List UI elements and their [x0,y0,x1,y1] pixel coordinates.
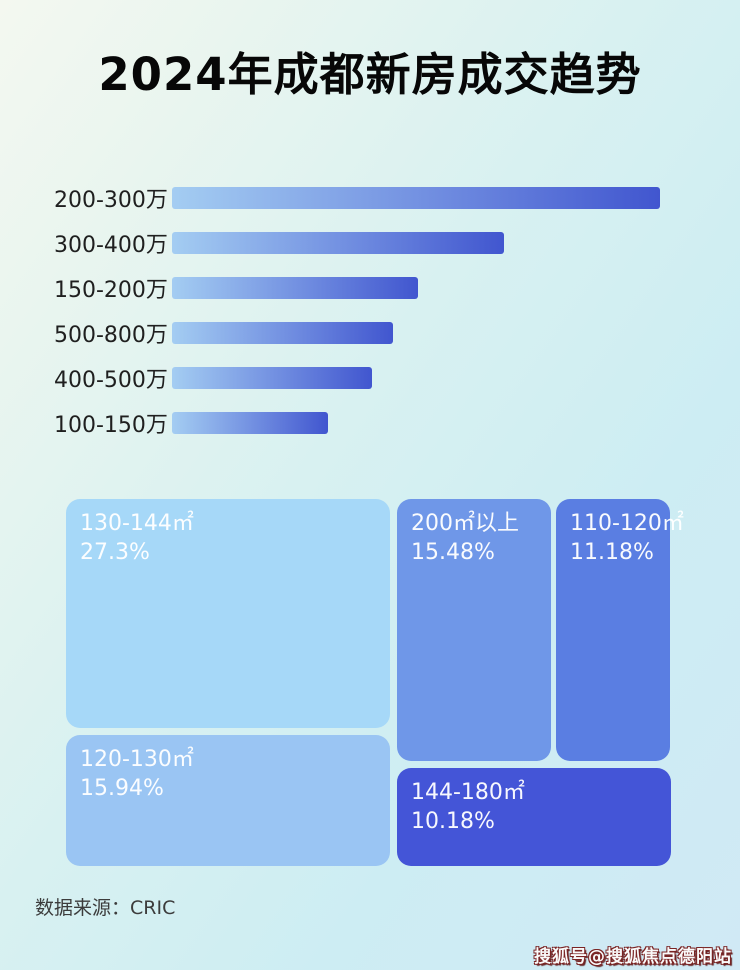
treemap-block-label: 144-180㎡ [411,780,525,805]
bar-label: 150-200万 [54,278,168,303]
bar-500-800 [172,322,394,344]
treemap-block-200-plus: 200㎡以上 15.48% [397,499,551,761]
bar-label: 100-150万 [54,413,168,438]
price-range-bar-chart: 200-300万 300-400万 150-200万 500-800万 400-… [0,187,740,457]
bar-150-200 [172,277,418,299]
treemap-block-value: 11.18% [570,540,654,565]
treemap-block-120-130: 120-130㎡ 15.94% [66,735,390,866]
treemap-block-label: 110-120㎡ [570,511,684,536]
bar-track [172,367,660,389]
bar-row-500-800: 500-800万 [0,322,740,348]
bar-400-500 [172,367,373,389]
treemap-block-value: 10.18% [411,809,495,834]
treemap-block-110-120: 110-120㎡ 11.18% [556,499,684,761]
treemap-block-130-144: 130-144㎡ 27.3% [66,499,390,728]
bar-track [172,277,660,299]
bar-track [172,232,660,254]
bar-label: 500-800万 [54,323,168,348]
bar-row-200-300: 200-300万 [0,187,740,213]
data-source-note: 数据来源：CRIC [35,897,176,919]
bar-track [172,412,660,434]
bar-300-400 [172,232,504,254]
bar-track [172,322,660,344]
bar-200-300 [172,187,660,209]
bar-100-150 [172,412,329,434]
area-size-treemap: 130-144㎡ 27.3% 120-130㎡ 15.94% 200㎡以上 15… [66,499,684,867]
page-title: 2024年成都新房成交趋势 [98,48,642,101]
bar-label: 400-500万 [54,368,168,393]
bar-label: 300-400万 [54,233,168,258]
bar-row-100-150: 100-150万 [0,412,740,438]
treemap-block-144-180: 144-180㎡ 10.18% [397,768,671,866]
treemap-block-value: 15.48% [411,540,495,565]
treemap-block-label: 200㎡以上 [411,511,519,536]
bar-label: 200-300万 [54,188,168,213]
bar-track [172,187,660,209]
treemap-block-value: 15.94% [80,776,164,801]
treemap-block-label: 120-130㎡ [80,747,194,772]
treemap-block-value: 27.3% [80,540,150,565]
bar-row-150-200: 150-200万 [0,277,740,303]
bar-row-400-500: 400-500万 [0,367,740,393]
treemap-block-label: 130-144㎡ [80,511,194,536]
sohu-watermark: 搜狐号@搜狐焦点德阳站 [534,947,732,967]
bar-row-300-400: 300-400万 [0,232,740,258]
